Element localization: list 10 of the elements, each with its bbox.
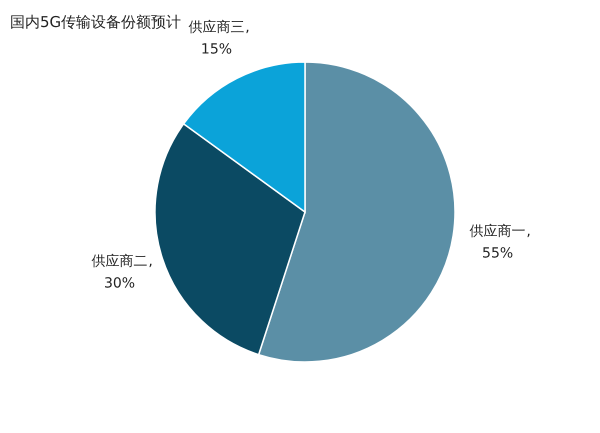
data-label: 30%: [104, 275, 136, 292]
text: ,: [148, 253, 153, 270]
slice-label: 供应商一: [470, 224, 526, 240]
slice-label: 供应商二: [92, 253, 148, 270]
chart-title: 国内5G传输设备份额预计: [10, 13, 182, 31]
data-label: 15%: [200, 41, 232, 58]
text: ,: [245, 19, 250, 36]
data-label: 55%: [482, 246, 514, 262]
slice-label: 供应商三: [188, 19, 244, 36]
text: ,: [526, 224, 531, 240]
